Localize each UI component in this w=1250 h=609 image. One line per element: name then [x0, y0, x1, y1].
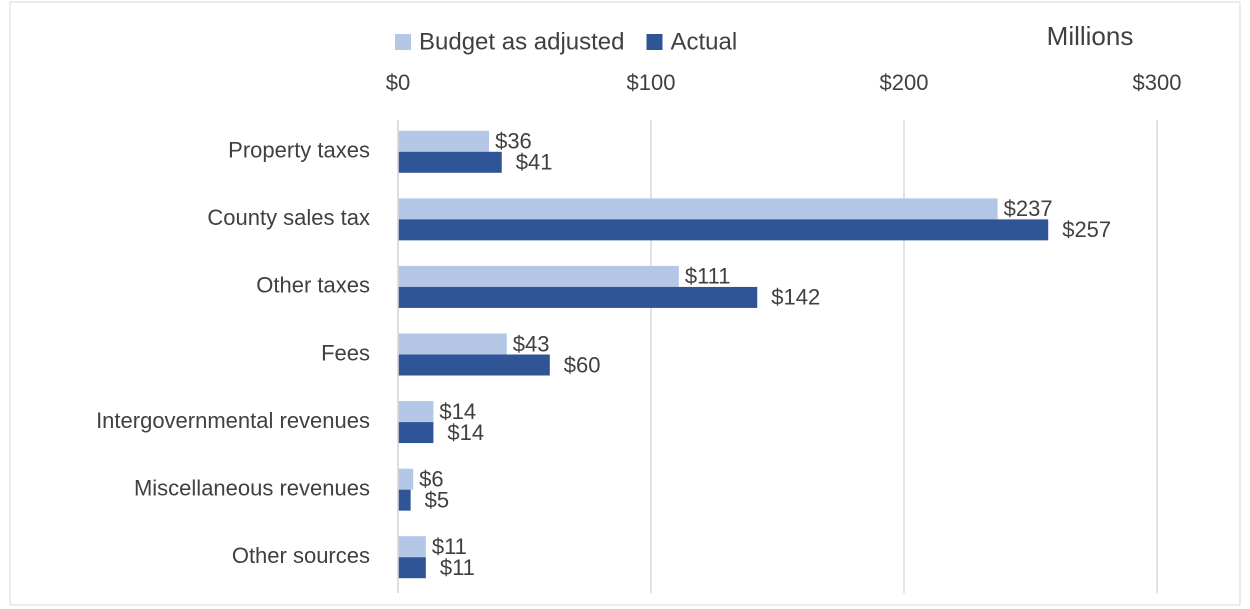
- bar: [398, 489, 411, 511]
- data-label: $36: [495, 129, 532, 154]
- legend-swatch: [646, 34, 663, 50]
- data-label: $5: [425, 487, 449, 512]
- data-label: $14: [447, 420, 484, 445]
- x-axis-label: Millions: [1047, 21, 1134, 51]
- x-tick-label: $0: [386, 70, 410, 95]
- data-label: $11: [440, 555, 475, 580]
- data-label: $257: [1062, 217, 1111, 242]
- legend-swatch: [395, 34, 411, 50]
- bar: [398, 536, 426, 558]
- data-label: $41: [516, 150, 553, 175]
- chart-frame: [9, 1, 1241, 606]
- data-label: $142: [771, 285, 820, 310]
- data-label: $43: [513, 331, 550, 356]
- y-tick-label: Intergovernmental revenues: [96, 408, 370, 433]
- data-label: $237: [1004, 196, 1053, 221]
- y-tick-label: Other sources: [232, 543, 370, 568]
- y-tick-label: Property taxes: [228, 138, 370, 163]
- data-label: $111: [685, 264, 731, 289]
- x-tick-label: $300: [1133, 70, 1182, 95]
- data-label: $60: [564, 352, 601, 377]
- legend-label: Budget as adjusted: [419, 28, 625, 55]
- bar: [398, 468, 414, 490]
- bar: [398, 198, 998, 220]
- bar: [398, 265, 679, 287]
- data-label: $14: [439, 399, 476, 424]
- y-tick-label: Miscellaneous revenues: [134, 475, 370, 500]
- bar: [398, 557, 426, 579]
- data-label: $11: [432, 534, 467, 559]
- bar: [398, 286, 758, 308]
- y-tick-label: Other taxes: [256, 273, 370, 298]
- bar: [398, 354, 550, 376]
- legend-label: Actual: [671, 28, 738, 55]
- bar: [398, 401, 434, 423]
- bar: [398, 422, 434, 444]
- bar: [398, 130, 490, 152]
- x-tick-label: $200: [880, 70, 929, 95]
- data-label: $6: [419, 466, 443, 491]
- bar: [398, 151, 502, 173]
- x-tick-label: $100: [627, 70, 676, 95]
- y-tick-label: County sales tax: [207, 205, 370, 230]
- bar: [398, 333, 507, 355]
- bar: [398, 219, 1049, 241]
- y-tick-label: Fees: [321, 340, 370, 365]
